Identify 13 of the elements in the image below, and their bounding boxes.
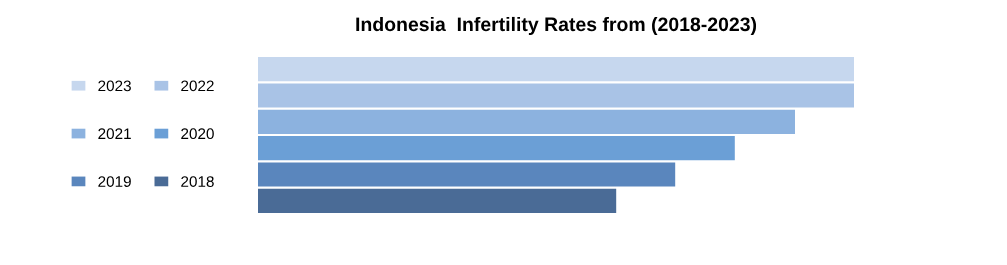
legend-label: 2020 [181,128,214,140]
bar [258,57,854,82]
legend-label: 2019 [98,176,131,187]
legend-label: 2018 [181,176,214,187]
bar [258,162,676,187]
bar [258,136,735,161]
bar [258,83,854,108]
chart-title: Indonesia Infertility Rates from (2018-2023) [356,16,757,36]
legend-label: 2023 [98,80,131,92]
bar [258,188,617,213]
legend-label: 2021 [98,128,131,140]
legend-label: 2022 [181,80,214,92]
bar [258,109,795,134]
